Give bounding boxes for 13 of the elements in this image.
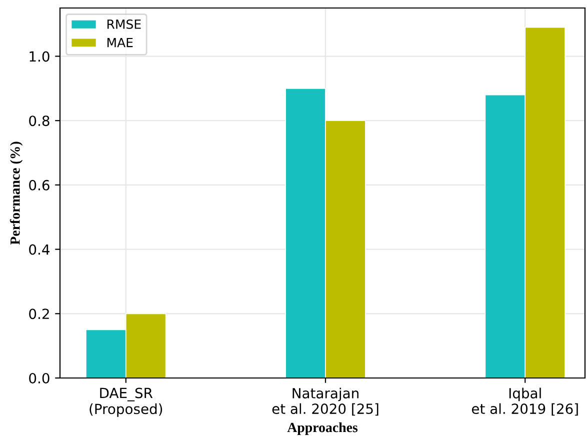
x-tick-label: DAE_SR (Proposed) <box>90 388 162 417</box>
y-tick-label: 1.0 <box>30 51 50 62</box>
y-tick-label: 0.6 <box>29 180 50 190</box>
y-axis-title: Performance (%) <box>10 142 23 245</box>
legend-label: MAE <box>107 38 133 48</box>
legend-label: RMSE <box>107 19 141 29</box>
x-tick-label: Natarajan et al. 2020 [25] <box>272 388 378 416</box>
y-tick-label: 0.0 <box>29 372 50 384</box>
y-tick-label: 0.2 <box>29 308 49 320</box>
y-tick-label: 0.8 <box>29 116 50 126</box>
x-tick-label: Iqbal et al. 2019 [26] <box>472 388 578 416</box>
y-tick-label: 0.4 <box>29 244 50 255</box>
x-axis-title: Approaches <box>287 422 358 436</box>
